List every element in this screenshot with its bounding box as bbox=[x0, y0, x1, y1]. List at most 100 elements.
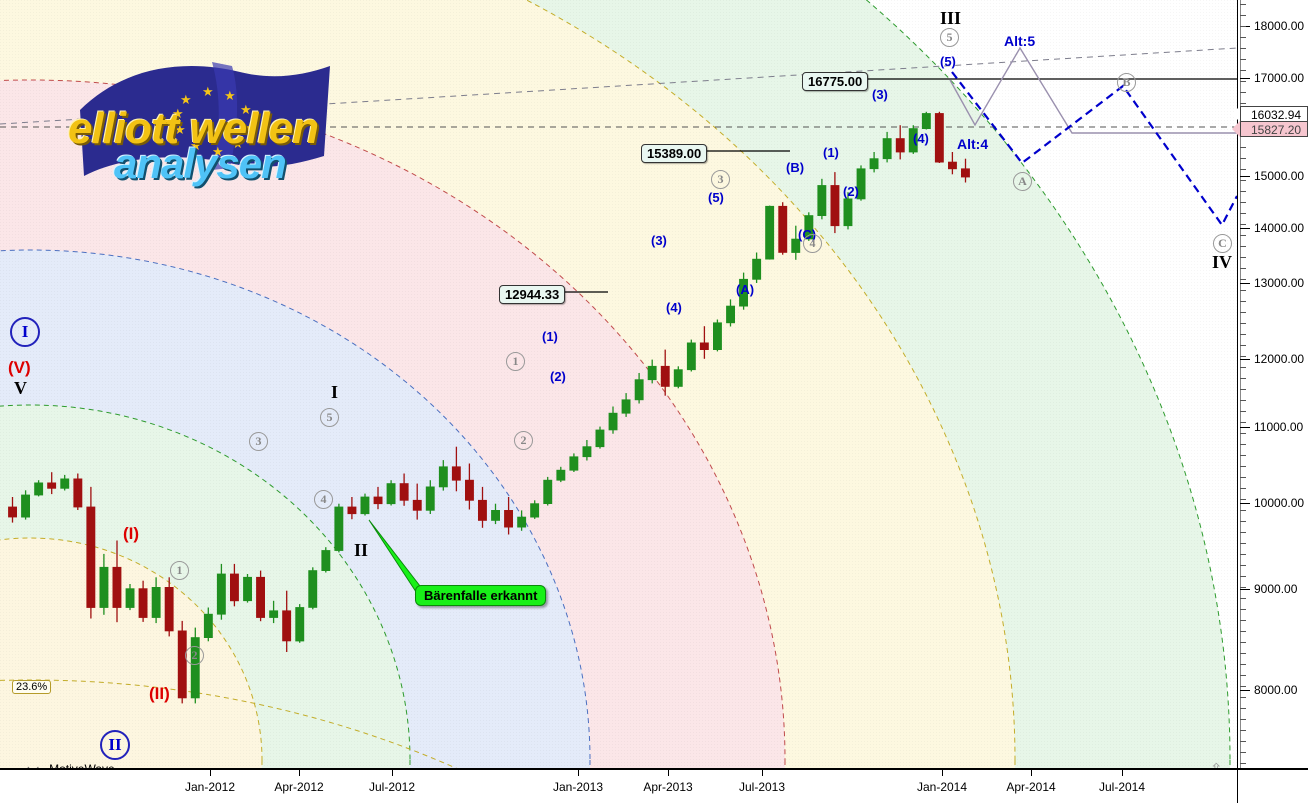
motivewave-label: MotiveWave bbox=[49, 762, 115, 768]
bid-price-tag-pointer bbox=[1232, 121, 1240, 137]
wave-label-V-red[interactable]: (V) bbox=[8, 358, 31, 377]
wave-label-II-red[interactable]: (II) bbox=[149, 684, 170, 703]
wave-label-5c-blue[interactable]: (5) bbox=[940, 54, 956, 69]
bear-trap-callout[interactable]: Bärenfalle erkannt bbox=[415, 585, 547, 606]
date-tick-label: Jan-2014 bbox=[916, 780, 968, 794]
price-tick-minor bbox=[1240, 543, 1246, 544]
pan-left-right-icon[interactable]: ⇔ bbox=[5, 762, 17, 768]
wave-label-4-grey[interactable]: 4 bbox=[314, 490, 333, 509]
wave-label-3b-grey[interactable]: 3 bbox=[711, 170, 730, 189]
wave-label-1-blue[interactable]: (1) bbox=[542, 329, 558, 344]
wave-label-III-black[interactable]: III bbox=[940, 8, 962, 28]
wave-label-4-blue[interactable]: (4) bbox=[666, 300, 682, 315]
last-price-tag-pointer bbox=[1232, 106, 1240, 122]
wave-label-2-blue[interactable]: (2) bbox=[550, 369, 566, 384]
wave-label-5-grey[interactable]: 5 bbox=[320, 408, 339, 427]
price-axis[interactable]: 18000.00 17000.00 15000.00 14000.00 13000.00… bbox=[1232, 0, 1308, 768]
wave-label-5b-grey[interactable]: 5 bbox=[940, 28, 959, 47]
price-tick-minor bbox=[1240, 323, 1246, 324]
svg-text:★: ★ bbox=[174, 122, 186, 137]
date-axis[interactable]: Jan-2012 Apr-2012 Jul-2012 Jan-2013 Apr-2013… bbox=[0, 768, 1237, 803]
wave-label-C-grey[interactable]: C bbox=[1213, 234, 1232, 253]
wave-label-4c-blue[interactable]: (4) bbox=[913, 131, 929, 146]
svg-text:★: ★ bbox=[212, 144, 224, 159]
chart-plot-area[interactable]: ★ ★ ★ ★ ★ ★ ★ ★ ★ ★ elliott wellen analysen 1… bbox=[0, 0, 1237, 768]
date-tick bbox=[299, 770, 300, 776]
wave-label-4b-grey[interactable]: 4 bbox=[803, 234, 822, 253]
price-tick-label: 14000.00 bbox=[1254, 221, 1305, 235]
price-tick-minor bbox=[1240, 48, 1246, 49]
price-tick-minor bbox=[1240, 378, 1246, 379]
wave-label-3-blue[interactable]: (3) bbox=[651, 233, 667, 248]
price-tick-minor bbox=[1240, 169, 1246, 170]
date-tick-label: Jul-2012 bbox=[368, 780, 416, 794]
date-tick bbox=[942, 770, 943, 776]
price-level-16775[interactable]: 16775.00 bbox=[802, 72, 869, 91]
wave-label-2b-grey[interactable]: 2 bbox=[514, 431, 533, 450]
price-tick-major bbox=[1240, 283, 1250, 284]
last-price-tag: 16032.94 bbox=[1240, 106, 1308, 122]
date-tick-label: Apr-2012 bbox=[274, 780, 324, 794]
price-tick-minor bbox=[1240, 587, 1246, 588]
price-level-lines bbox=[563, 78, 1237, 293]
zoom-out-icon[interactable]: ⇝ bbox=[21, 762, 31, 768]
wave-label-2-grey[interactable]: 2 bbox=[185, 646, 204, 665]
price-tick-major bbox=[1240, 427, 1250, 428]
wave-label-I-black[interactable]: I bbox=[331, 382, 339, 402]
price-level-12944[interactable]: 12944.33 bbox=[499, 285, 566, 304]
price-tick-minor bbox=[1240, 257, 1246, 258]
date-tick-label: Jan-2013 bbox=[552, 780, 604, 794]
svg-text:★: ★ bbox=[232, 136, 244, 151]
price-tick-minor bbox=[1240, 301, 1246, 302]
scale-up-icon[interactable]: ⇧ bbox=[1210, 761, 1223, 768]
wave-label-3c-blue[interactable]: (3) bbox=[872, 87, 888, 102]
wave-label-V-black[interactable]: V bbox=[14, 378, 27, 398]
date-tick-label: Jul-2014 bbox=[1098, 780, 1146, 794]
wave-label-3-grey[interactable]: 3 bbox=[249, 432, 268, 451]
svg-text:★: ★ bbox=[180, 92, 192, 107]
price-tick-minor bbox=[1240, 521, 1246, 522]
price-tick-minor bbox=[1240, 554, 1246, 555]
svg-text:★: ★ bbox=[224, 88, 236, 103]
wave-label-IV-black[interactable]: IV bbox=[1212, 252, 1233, 272]
date-tick bbox=[578, 770, 579, 776]
price-tick-minor bbox=[1240, 334, 1246, 335]
wave-label-I-red[interactable]: (I) bbox=[123, 524, 140, 543]
price-tick-minor bbox=[1240, 433, 1246, 434]
price-tick-major bbox=[1240, 78, 1250, 79]
price-level-15389[interactable]: 15389.00 bbox=[641, 144, 708, 163]
fib-level-236[interactable]: 23.6% bbox=[12, 680, 52, 694]
price-tick-minor bbox=[1240, 620, 1246, 621]
price-tick-minor bbox=[1240, 158, 1246, 159]
wave-label-B-blue[interactable]: (B) bbox=[786, 160, 805, 175]
price-tick-minor bbox=[1240, 466, 1246, 467]
wave-label-1c-blue[interactable]: (1) bbox=[823, 145, 839, 160]
date-tick bbox=[762, 770, 763, 776]
candlestick-series bbox=[8, 111, 970, 704]
wave-label-B-grey[interactable]: B bbox=[1117, 73, 1136, 92]
price-tick-minor bbox=[1240, 191, 1246, 192]
wave-label-2c-blue[interactable]: (2) bbox=[843, 184, 859, 199]
wave-label-A-blue[interactable]: (A) bbox=[736, 282, 755, 297]
alt-label-5[interactable]: Alt:5 bbox=[1004, 33, 1036, 49]
price-tick-minor bbox=[1240, 763, 1246, 764]
price-tick-minor bbox=[1240, 422, 1246, 423]
wave-label-II-black[interactable]: II bbox=[354, 540, 369, 560]
wave-label-1-grey[interactable]: 1 bbox=[170, 561, 189, 580]
svg-text:★: ★ bbox=[190, 138, 202, 153]
wave-label-1b-grey[interactable]: 1 bbox=[506, 352, 525, 371]
price-tick-minor bbox=[1240, 103, 1246, 104]
wave-label-5-blue[interactable]: (5) bbox=[708, 190, 724, 205]
price-tick-minor bbox=[1240, 686, 1246, 687]
wave-label-I-circled[interactable]: I bbox=[10, 317, 40, 347]
zoom-in-icon[interactable]: ⇜ bbox=[35, 762, 45, 768]
price-tick-minor bbox=[1240, 70, 1246, 71]
wave-label-II-circled[interactable]: II bbox=[100, 730, 130, 760]
alt-label-4[interactable]: Alt:4 bbox=[957, 136, 989, 152]
vertical-scale-arrows[interactable]: ⇧ ⇩ bbox=[1210, 760, 1237, 768]
price-tick-minor bbox=[1240, 631, 1246, 632]
price-tick-minor bbox=[1240, 499, 1246, 500]
price-tick-major bbox=[1240, 176, 1250, 177]
price-tick-minor bbox=[1240, 741, 1246, 742]
wave-label-A-grey[interactable]: A bbox=[1013, 172, 1032, 191]
